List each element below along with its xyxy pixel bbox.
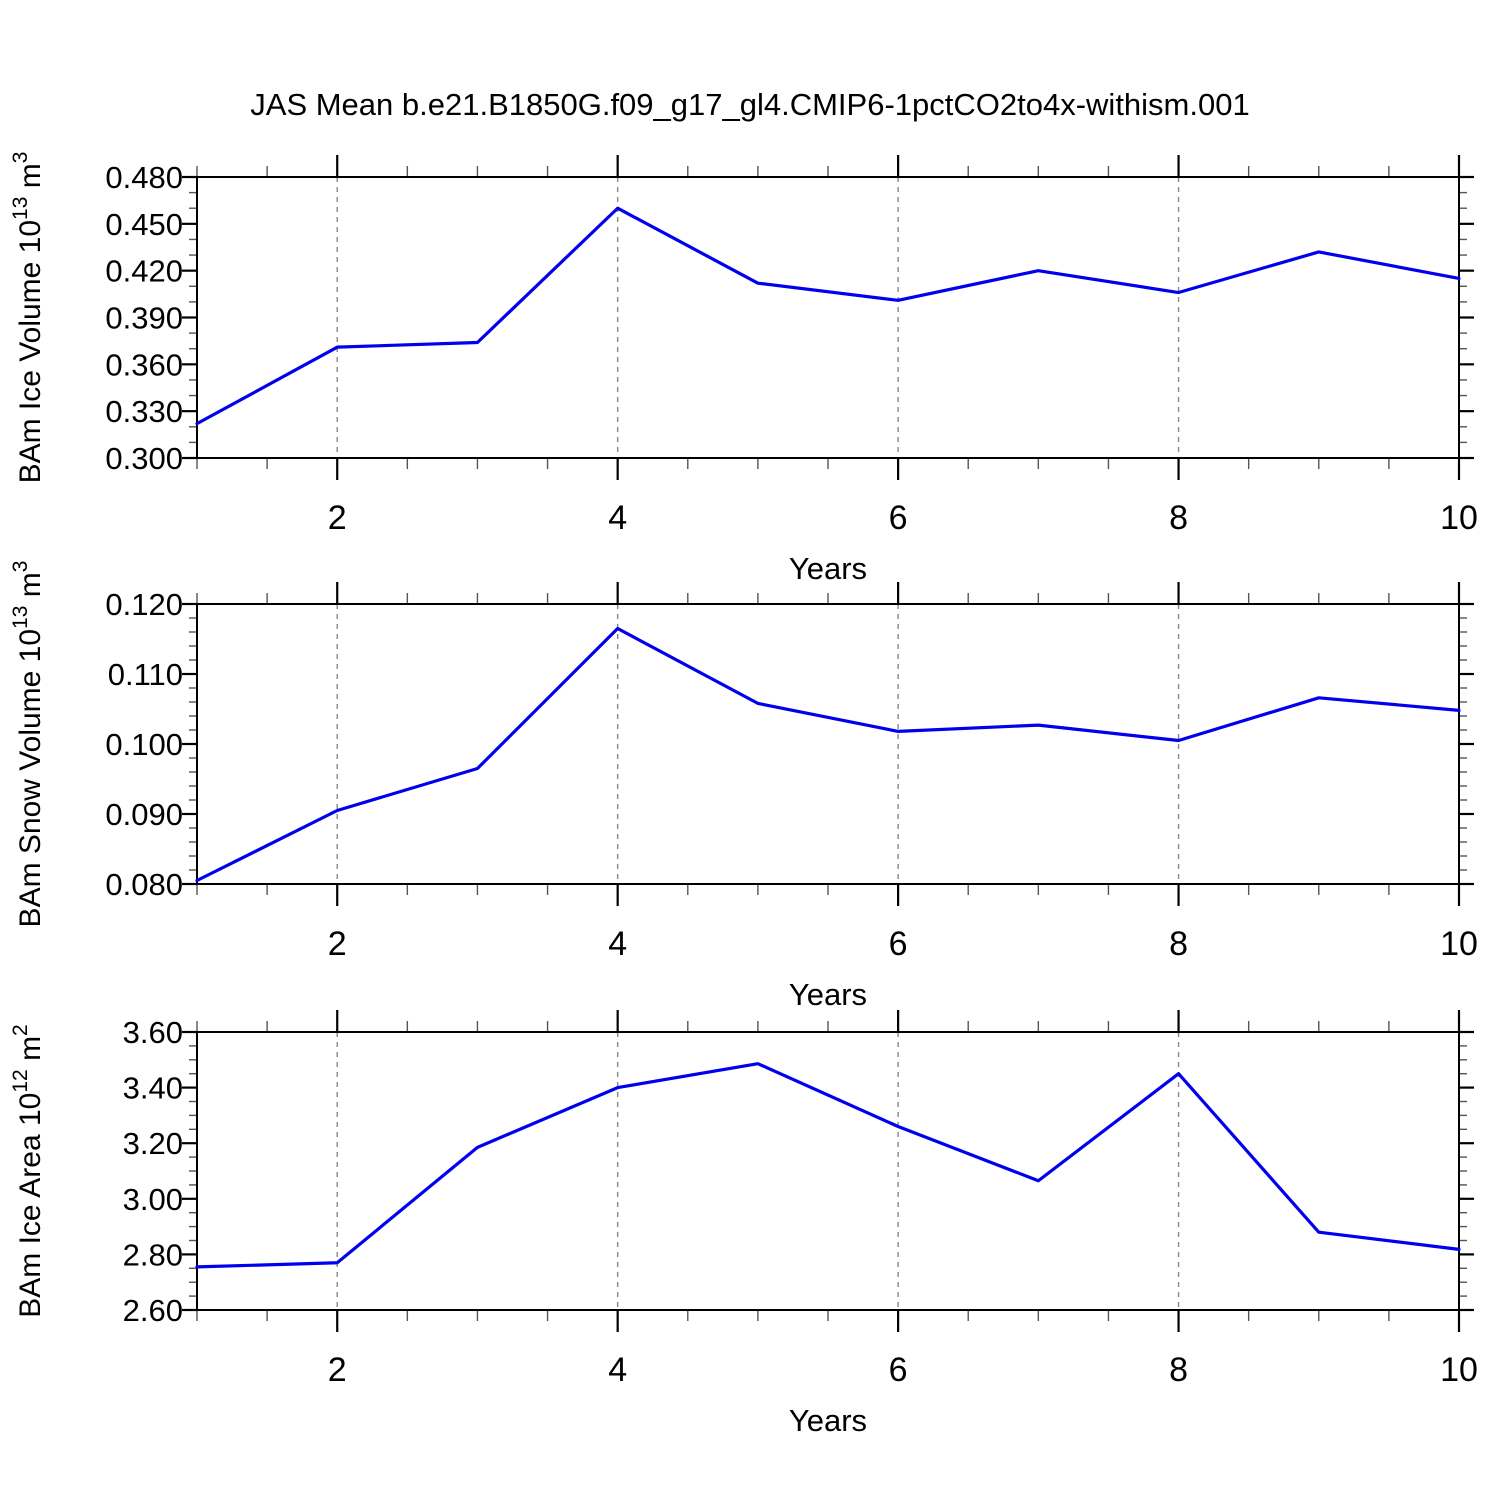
- y-axis-title-text: BAm Snow Volume 10: [14, 629, 47, 928]
- ice-area-series-line: [195, 1062, 1461, 1269]
- y-tick-label: 0.080: [105, 867, 183, 902]
- snow-volume-series-line: [195, 626, 1461, 883]
- y-tick-label: 3.00: [123, 1182, 183, 1217]
- y-tick-label: 0.360: [105, 347, 183, 382]
- y-axis-title-superscript: 2: [9, 1024, 32, 1036]
- x-tick-label: 4: [608, 925, 627, 963]
- y-tick-label: 0.120: [105, 587, 183, 622]
- y-tick-label: 0.420: [105, 254, 183, 289]
- y-axis-title: BAm Ice Volume 1013 m3: [9, 152, 47, 484]
- plot-box: [196, 1031, 1460, 1311]
- x-axis-title: Years: [789, 551, 867, 586]
- y-axis-title-text: BAm Ice Volume 10: [14, 220, 47, 483]
- y-axis-title: BAm Ice Area 1012 m2: [9, 1024, 47, 1318]
- y-tick-label: 3.60: [123, 1015, 183, 1050]
- y-axis-title-superscript: 3: [9, 152, 32, 164]
- x-tick-label: 8: [1169, 925, 1188, 963]
- y-axis-title-superscript: 12: [9, 1069, 32, 1092]
- x-tick-label: 2: [328, 925, 347, 963]
- y-tick-label: 0.090: [105, 797, 183, 832]
- y-tick-label: 3.20: [123, 1126, 183, 1161]
- y-axis-title-text: m: [14, 1036, 47, 1069]
- x-tick-label: 8: [1169, 1351, 1188, 1389]
- y-tick-label: 0.110: [108, 657, 183, 692]
- ice-volume-panel: 0.300 0.330 0.360 0.390 0.420 0.450 0.480 2 4 6 8 1…: [9, 152, 1478, 586]
- y-tick-label: 0.100: [105, 727, 183, 762]
- x-tick-label: 6: [889, 925, 908, 963]
- ice-volume-series-line: [195, 206, 1461, 426]
- x-tick-label: 2: [328, 499, 347, 537]
- x-tick-label: 8: [1169, 499, 1188, 537]
- y-axis-title-superscript: 13: [9, 197, 32, 220]
- figure-title: JAS Mean b.e21.B1850G.f09_g17_gl4.CMIP6-…: [250, 87, 1250, 122]
- y-tick-label: 0.390: [105, 301, 183, 336]
- y-axis-title-text: m: [14, 163, 47, 196]
- y-tick-label: 3.40: [123, 1071, 183, 1106]
- x-tick-label: 2: [328, 1351, 347, 1389]
- x-tick-label: 6: [889, 499, 908, 537]
- y-tick-label: 0.300: [105, 441, 183, 476]
- x-axis-title: Years: [789, 977, 867, 1012]
- plot-box: [196, 603, 1460, 885]
- x-axis-title: Years: [789, 1403, 867, 1438]
- x-tick-label: 4: [608, 499, 627, 537]
- plot-box: [196, 176, 1460, 459]
- y-tick-label: 0.330: [105, 394, 183, 429]
- x-tick-label: 10: [1440, 499, 1478, 537]
- snow-volume-panel: 0.080 0.090 0.100 0.110 0.120 2 4 6 8 10 Years BAm …: [9, 561, 1478, 1012]
- x-tick-label: 10: [1440, 1351, 1478, 1389]
- ice-area-panel: 2.60 2.80 3.00 3.20 3.40 3.60 2 4 6 8 10 Years BAm I…: [9, 1010, 1478, 1438]
- y-axis-title-superscript: 3: [9, 561, 32, 573]
- y-tick-label: 2.80: [123, 1237, 183, 1272]
- y-axis-title: BAm Snow Volume 1013 m3: [9, 561, 47, 928]
- y-axis-title-text: BAm Ice Area 10: [14, 1093, 47, 1318]
- y-axis-title-text: m: [14, 572, 47, 605]
- x-tick-label: 4: [608, 1351, 627, 1389]
- y-tick-label: 2.60: [123, 1293, 183, 1328]
- y-tick-label: 0.450: [105, 207, 183, 242]
- y-tick-label: 0.480: [105, 160, 183, 195]
- x-tick-label: 6: [889, 1351, 908, 1389]
- x-tick-label: 10: [1440, 925, 1478, 963]
- y-axis-title-superscript: 13: [9, 606, 32, 629]
